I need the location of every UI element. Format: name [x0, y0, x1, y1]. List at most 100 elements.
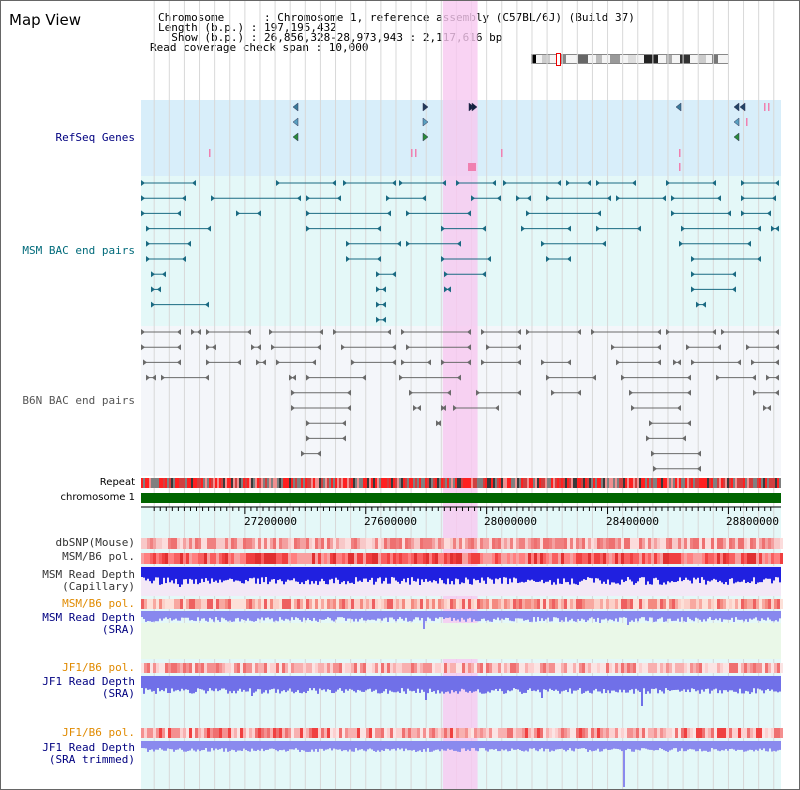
- heat-cell: [345, 663, 348, 673]
- depth-bar: [461, 567, 463, 583]
- depth-bar: [561, 611, 563, 621]
- depth-bar: [293, 611, 295, 620]
- repeat-bar: [455, 478, 457, 488]
- depth-bar: [697, 676, 699, 691]
- depth-bar: [269, 676, 271, 690]
- bac-end-arrow: [591, 329, 595, 335]
- depth-bar: [489, 567, 491, 579]
- depth-bar: [425, 567, 427, 579]
- bac-end-arrow: [577, 389, 581, 396]
- heat-cell: [384, 663, 387, 673]
- heat-cell: [582, 728, 585, 738]
- msm-read-depth-capillary-label[interactable]: MSM Read Depth (Capillary): [42, 568, 135, 593]
- bac-end-arrow: [442, 180, 446, 186]
- depth-bar: [325, 741, 327, 750]
- bac-end-arrow: [143, 359, 147, 366]
- heat-cell: [777, 728, 780, 738]
- depth-bar: [557, 676, 559, 691]
- depth-bar: [411, 741, 413, 751]
- depth-bar: [721, 741, 723, 751]
- depth-bar: [631, 741, 633, 752]
- heat-cell: [513, 728, 516, 738]
- dbsnp-label[interactable]: dbSNP(Mouse): [55, 536, 135, 549]
- heat-cell: [366, 663, 369, 673]
- bac-end-arrow: [152, 374, 156, 381]
- depth-bar: [497, 741, 499, 752]
- msm-read-depth-sra-label[interactable]: MSM Read Depth (SRA): [42, 611, 135, 636]
- depth-bar: [675, 567, 677, 582]
- depth-bar: [373, 676, 375, 691]
- depth-bar: [307, 676, 309, 691]
- repeat-bar: [667, 478, 669, 488]
- depth-bar: [543, 611, 545, 621]
- heat-cell: [765, 553, 768, 564]
- depth-bar: [299, 676, 301, 693]
- heat-cell: [669, 728, 672, 738]
- heat-cell: [219, 599, 222, 609]
- depth-bar: [303, 611, 305, 618]
- depth-bar: [271, 741, 273, 749]
- jf1-read-depth-sra-label[interactable]: JF1 Read Depth (SRA): [42, 675, 135, 700]
- depth-bar: [251, 676, 253, 696]
- depth-bar: [185, 676, 187, 690]
- b6n-bac-label[interactable]: B6N BAC end pairs: [22, 394, 135, 407]
- repeat-bar: [243, 478, 245, 488]
- msm-b6-pol-sra-label[interactable]: MSM/B6 pol.: [62, 597, 135, 610]
- depth-bar: [605, 611, 607, 619]
- repeat-bar: [637, 478, 639, 488]
- heat-cell: [717, 553, 720, 564]
- ideogram-position-marker[interactable]: [556, 53, 561, 66]
- depth-bar: [265, 611, 267, 618]
- heat-cell: [477, 663, 480, 673]
- msm-b6-pol-label[interactable]: MSM/B6 pol.: [62, 550, 135, 563]
- depth-bar: [351, 676, 353, 690]
- heat-cell: [186, 663, 189, 673]
- repeat-bar: [331, 478, 333, 488]
- heat-cell: [597, 728, 600, 738]
- jf1-b6-pol-label[interactable]: JF1/B6 pol.: [62, 661, 135, 674]
- heat-cell: [543, 663, 546, 673]
- heat-cell: [222, 553, 225, 564]
- heat-cell: [552, 728, 555, 738]
- repeat-bar: [323, 478, 325, 488]
- depth-bar: [377, 741, 379, 751]
- heat-cell: [426, 728, 429, 738]
- bac-end-arrow: [387, 210, 391, 217]
- heat-cell: [621, 538, 624, 549]
- depth-bar: [239, 741, 241, 751]
- heat-cell: [483, 599, 486, 609]
- depth-bar: [651, 741, 653, 750]
- bac-end-arrow: [401, 359, 405, 366]
- bac-end-arrow: [257, 344, 261, 351]
- jf1-b6-pol-trimmed-label[interactable]: JF1/B6 pol.: [62, 726, 135, 739]
- repeat-bar: [681, 478, 683, 488]
- msm-bac-label[interactable]: MSM BAC end pairs: [22, 244, 135, 257]
- heat-cell: [147, 553, 150, 564]
- depth-bar: [443, 611, 445, 620]
- depth-bar: [429, 611, 431, 619]
- depth-bar: [679, 676, 681, 692]
- repeat-bar: [597, 478, 599, 488]
- heat-cell: [351, 728, 354, 738]
- depth-bar: [581, 741, 583, 749]
- depth-bar: [275, 567, 277, 584]
- bac-end-arrow: [646, 435, 650, 442]
- heat-cell: [324, 538, 327, 549]
- depth-bar: [231, 567, 233, 580]
- heat-cell: [675, 728, 678, 738]
- depth-bar: [609, 676, 611, 694]
- depth-bar: [391, 611, 393, 618]
- repeat-bar: [223, 478, 225, 488]
- heat-cell: [522, 538, 525, 549]
- refseq-genes-label[interactable]: RefSeq Genes: [55, 131, 135, 144]
- repeat-bar: [449, 478, 451, 488]
- depth-bar: [253, 611, 255, 622]
- jf1-read-depth-trimmed-label[interactable]: JF1 Read Depth (SRA trimmed): [42, 741, 135, 766]
- heat-cell: [453, 553, 456, 564]
- heat-cell: [165, 538, 168, 549]
- depth-bar: [291, 741, 293, 750]
- heat-cell: [555, 538, 558, 549]
- repeat-bar: [377, 478, 379, 488]
- heat-cell: [711, 538, 714, 549]
